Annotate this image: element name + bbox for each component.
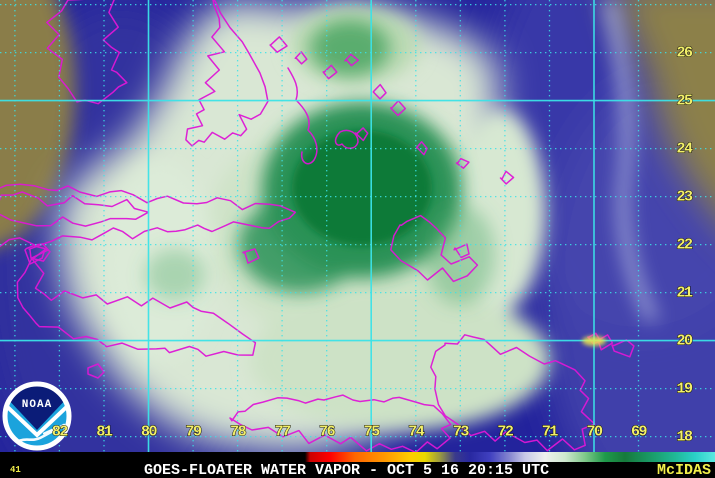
svg-text:NOAA: NOAA bbox=[22, 399, 52, 411]
